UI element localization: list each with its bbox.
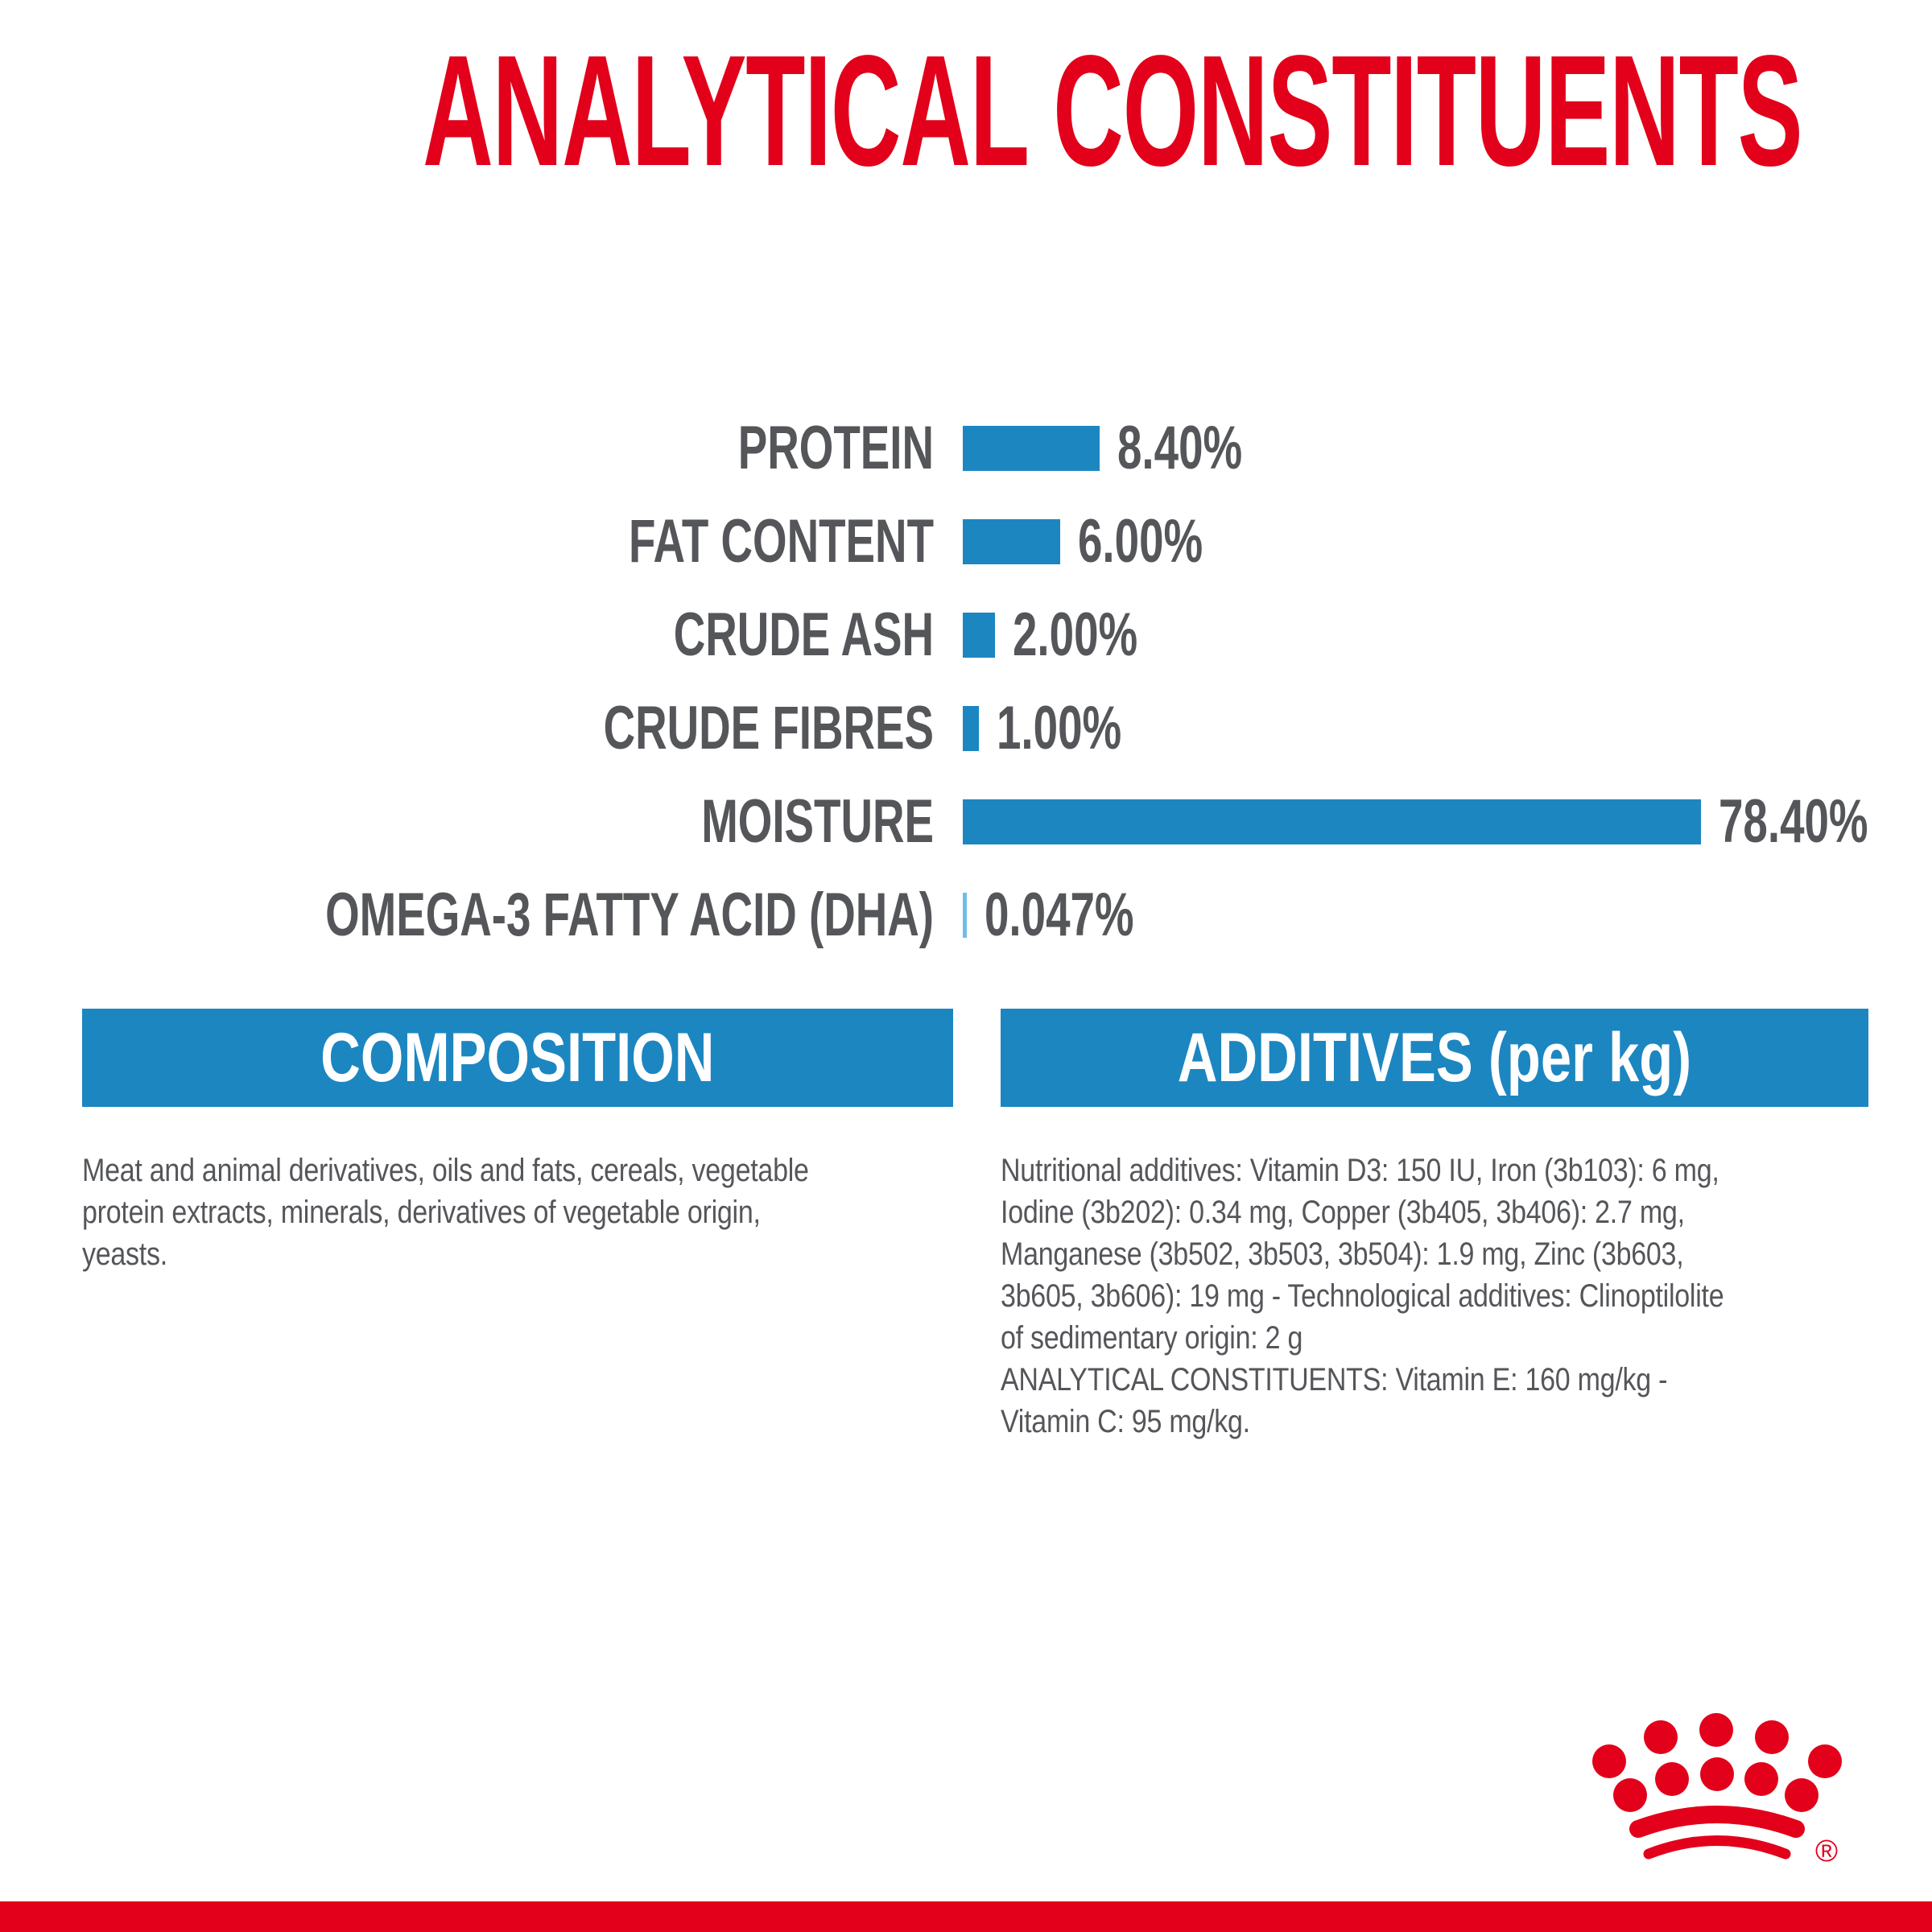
- chart-category-label: OMEGA-3 FATTY ACID (DHA): [325, 881, 934, 949]
- chart-bar: [963, 425, 1100, 471]
- chart-category-label: CRUDE FIBRES: [603, 694, 934, 762]
- composition-header-label: COMPOSITION: [320, 1018, 715, 1096]
- chart-bar: [963, 518, 1060, 564]
- chart-value-label: 2.00%: [1013, 601, 1138, 669]
- analytical-constituents-chart: PROTEIN 8.40% FAT CONTENT 6.00% CRUDE ASH 2.0…: [0, 414, 1932, 949]
- chart-row-crude-fibres: CRUDE FIBRES 1.00%: [0, 694, 1932, 762]
- composition-text: Meat and animal derivatives, oils and fa…: [82, 1153, 809, 1272]
- chart-category-label: FAT CONTENT: [629, 507, 934, 576]
- composition-header-bar: COMPOSITION: [82, 1009, 953, 1107]
- chart-bar: [963, 799, 1701, 844]
- chart-value-label: 1.00%: [997, 694, 1122, 762]
- page-title: ANALYTICAL CONSTITUENTS: [0, 31, 1932, 192]
- chart-row-protein: PROTEIN 8.40%: [0, 414, 1932, 482]
- chart-bar: [963, 705, 979, 751]
- chart-value-label: 78.40%: [1719, 787, 1868, 856]
- chart-row-fat-content: FAT CONTENT 6.00%: [0, 507, 1932, 576]
- additives-header-label: ADDITIVES (per kg): [1177, 1018, 1692, 1096]
- chart-row-moisture: MOISTURE 78.40%: [0, 787, 1932, 856]
- chart-row-crude-ash: CRUDE ASH 2.00%: [0, 601, 1932, 669]
- chart-value-label: 6.00%: [1078, 507, 1203, 576]
- additives-header-bar: ADDITIVES (per kg): [1001, 1009, 1868, 1107]
- chart-bar: [963, 892, 967, 938]
- crown-dots: [1592, 1713, 1842, 1812]
- additives-text: Nutritional additives: Vitamin D3: 150 I…: [1001, 1153, 1724, 1439]
- chart-value-label: 0.047%: [985, 881, 1134, 949]
- bottom-red-strip: [0, 1901, 1932, 1932]
- chart-category-label: PROTEIN: [737, 414, 934, 482]
- chart-bar: [963, 612, 995, 658]
- registered-trademark: ®: [1815, 1835, 1838, 1868]
- chart-category-label: CRUDE ASH: [673, 601, 934, 669]
- royal-canin-crown-logo: ®: [1592, 1713, 1842, 1868]
- chart-category-label: MOISTURE: [701, 787, 934, 856]
- chart-value-label: 8.40%: [1117, 414, 1243, 482]
- crown-band: [1629, 1806, 1805, 1860]
- page-title-text: ANALYTICAL CONSTITUENTS: [423, 23, 1803, 199]
- chart-row-omega-3-fatty-acid-dha: OMEGA-3 FATTY ACID (DHA) 0.047%: [0, 881, 1932, 949]
